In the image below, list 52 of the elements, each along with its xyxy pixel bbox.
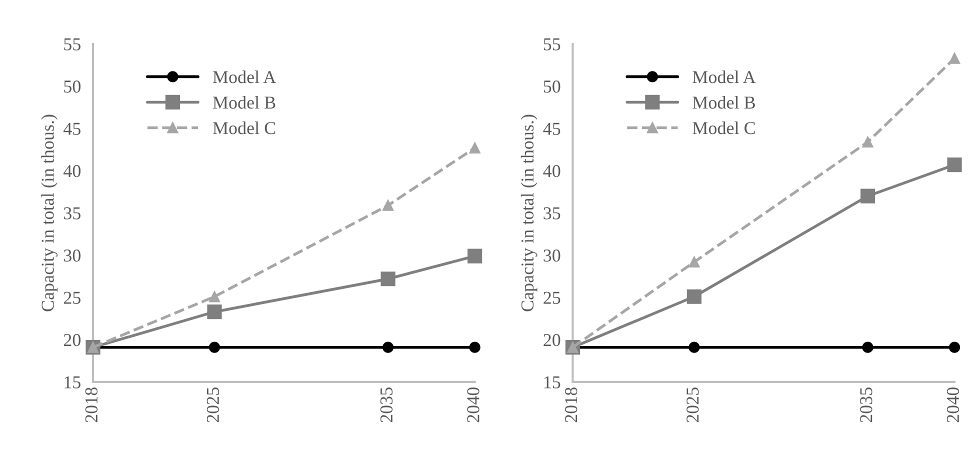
legend-label: Model B bbox=[692, 96, 755, 109]
point bbox=[688, 256, 700, 268]
y-tick-label: 40 bbox=[63, 164, 81, 178]
point bbox=[860, 188, 876, 204]
y-tick-label: 55 bbox=[544, 38, 560, 50]
y-tick-label: 30 bbox=[64, 249, 81, 262]
y-tick-label: 15 bbox=[544, 376, 560, 388]
point bbox=[862, 342, 874, 353]
y-tick-label: 35 bbox=[64, 207, 80, 220]
x-tick-label: 2040 bbox=[467, 388, 480, 422]
y-tick-label: 20 bbox=[544, 334, 560, 346]
y-tick-label: 25 bbox=[64, 292, 80, 304]
point bbox=[469, 342, 480, 353]
point bbox=[469, 142, 480, 154]
y-tick-label: 15 bbox=[64, 376, 80, 388]
legend-label: Model B bbox=[212, 96, 276, 109]
point bbox=[208, 291, 220, 302]
y-tick-label: 20 bbox=[64, 334, 81, 346]
point bbox=[380, 272, 396, 286]
y-axis-title: Capacity in total (in thous.) bbox=[41, 114, 58, 312]
point bbox=[686, 289, 702, 304]
y-tick-label: 50 bbox=[64, 80, 81, 93]
legend-label: Model A bbox=[692, 70, 756, 84]
y-tick-label: 55 bbox=[64, 38, 80, 50]
y-tick-label: 35 bbox=[544, 207, 560, 220]
point bbox=[468, 248, 482, 264]
point bbox=[948, 52, 960, 64]
x-tick-label: 2025 bbox=[686, 388, 699, 422]
legend-label: Model C bbox=[692, 122, 755, 134]
y-tick-label: 45 bbox=[543, 122, 560, 135]
point bbox=[948, 342, 960, 353]
x-tick-label: 2035 bbox=[380, 388, 393, 422]
point bbox=[688, 342, 700, 353]
legend-label: Model C bbox=[212, 122, 276, 134]
y-tick-label: 30 bbox=[544, 249, 560, 262]
point bbox=[382, 200, 394, 211]
y-tick-label: 25 bbox=[544, 292, 560, 304]
legend-label: Model A bbox=[212, 70, 276, 84]
y-axis-title: Capacity in total (in thous.) bbox=[520, 114, 538, 312]
y-tick-label: 40 bbox=[543, 164, 560, 178]
x-tick-label: 2018 bbox=[565, 388, 578, 422]
point bbox=[947, 158, 962, 172]
y-tick-label: 50 bbox=[544, 80, 560, 93]
x-tick-label: 2040 bbox=[946, 388, 960, 422]
point bbox=[382, 342, 394, 353]
point bbox=[208, 342, 220, 353]
x-tick-label: 2035 bbox=[860, 388, 872, 422]
point bbox=[207, 304, 222, 320]
y-tick-label: 45 bbox=[63, 122, 80, 135]
x-tick-label: 2018 bbox=[85, 388, 98, 422]
x-tick-label: 2025 bbox=[206, 388, 220, 422]
point bbox=[862, 136, 874, 148]
